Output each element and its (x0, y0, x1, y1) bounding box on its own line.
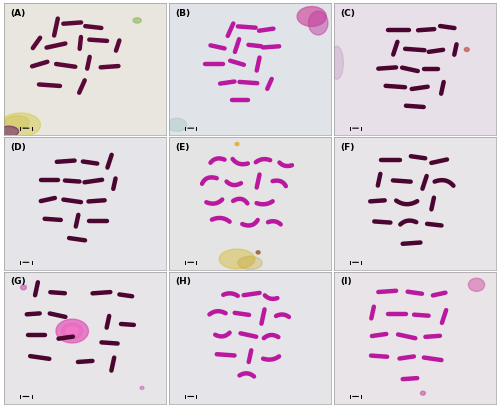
Text: (G): (G) (10, 277, 26, 286)
Ellipse shape (219, 249, 255, 269)
Ellipse shape (297, 7, 326, 26)
Ellipse shape (330, 46, 344, 79)
Ellipse shape (167, 118, 186, 131)
Ellipse shape (66, 327, 78, 335)
Text: (B): (B) (176, 9, 190, 18)
Circle shape (420, 391, 426, 395)
Text: (C): (C) (340, 9, 355, 18)
Ellipse shape (0, 113, 40, 137)
Ellipse shape (133, 18, 141, 23)
Ellipse shape (238, 256, 262, 269)
Text: (I): (I) (340, 277, 351, 286)
Circle shape (235, 142, 239, 146)
Text: (F): (F) (340, 143, 354, 152)
Ellipse shape (56, 319, 88, 343)
Text: (E): (E) (176, 143, 190, 152)
Circle shape (20, 285, 26, 290)
Ellipse shape (62, 323, 83, 339)
Ellipse shape (5, 116, 29, 129)
Text: (H): (H) (176, 277, 191, 286)
Circle shape (468, 278, 484, 291)
Circle shape (140, 386, 144, 389)
Circle shape (464, 48, 469, 52)
Circle shape (256, 251, 260, 254)
Ellipse shape (308, 11, 328, 35)
Text: (A): (A) (10, 9, 26, 18)
Ellipse shape (0, 126, 18, 137)
Text: (D): (D) (10, 143, 26, 152)
